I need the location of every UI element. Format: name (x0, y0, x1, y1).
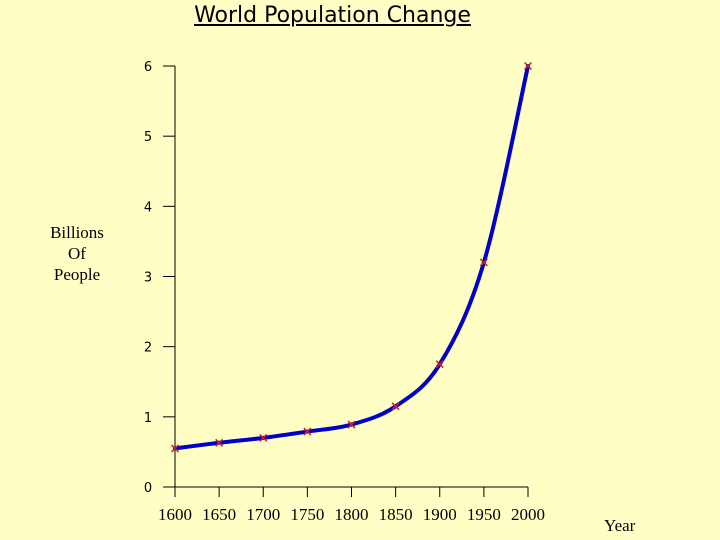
data-point (523, 61, 533, 71)
x-tick-label: 1800 (335, 505, 369, 524)
x-tick-label: 1700 (246, 505, 280, 524)
y-tick-label: 3 (144, 271, 152, 286)
chart-axes: 0 1 2 3 4 5 6 1600 1650 1700 1750 1800 1850 1900 1950 2… (144, 60, 545, 524)
y-axis-label-line-3: People (53, 265, 101, 284)
x-tick-label: 1900 (423, 505, 457, 524)
data-point (215, 438, 224, 447)
data-point-stroke (215, 438, 224, 447)
data-point-stroke (170, 444, 180, 453)
y-axis-label: Billions Of People (38, 222, 116, 285)
data-point-stroke (523, 61, 533, 71)
y-tick-label: 2 (144, 341, 152, 356)
y-tick-label: 1 (144, 411, 152, 426)
x-tick-label: 1950 (467, 505, 501, 524)
x-axis-label: Year (604, 516, 636, 535)
y-tick-label: 4 (144, 200, 152, 215)
data-point (479, 258, 488, 267)
data-point (391, 402, 400, 411)
x-tick-label: 1850 (379, 505, 413, 524)
data-point-stroke (479, 258, 488, 267)
y-tick-label: 0 (144, 481, 152, 496)
x-tick-label: 1750 (290, 505, 324, 524)
data-point (347, 420, 356, 429)
data-points-layer (170, 61, 533, 453)
y-axis-label-line-2: Of (68, 244, 86, 263)
data-point-stroke (259, 433, 268, 442)
data-point (259, 433, 268, 442)
data-point-stroke (391, 402, 400, 411)
x-tick-label: 2000 (511, 505, 545, 524)
trend-curve-layer (173, 64, 530, 451)
data-point-stroke (435, 360, 444, 369)
y-axis-label-line-1: Billions (50, 223, 104, 242)
data-point-stroke (303, 427, 312, 436)
x-tick-label: 1600 (158, 505, 192, 524)
chart-title: World Population Change (194, 3, 471, 28)
y-tick-label: 6 (144, 60, 152, 75)
data-point-stroke (347, 420, 356, 429)
data-point (170, 444, 180, 453)
data-point (435, 360, 444, 369)
y-tick-label: 5 (144, 130, 152, 145)
series-line (173, 64, 530, 451)
data-point (303, 427, 312, 436)
x-tick-label: 1650 (202, 505, 236, 524)
